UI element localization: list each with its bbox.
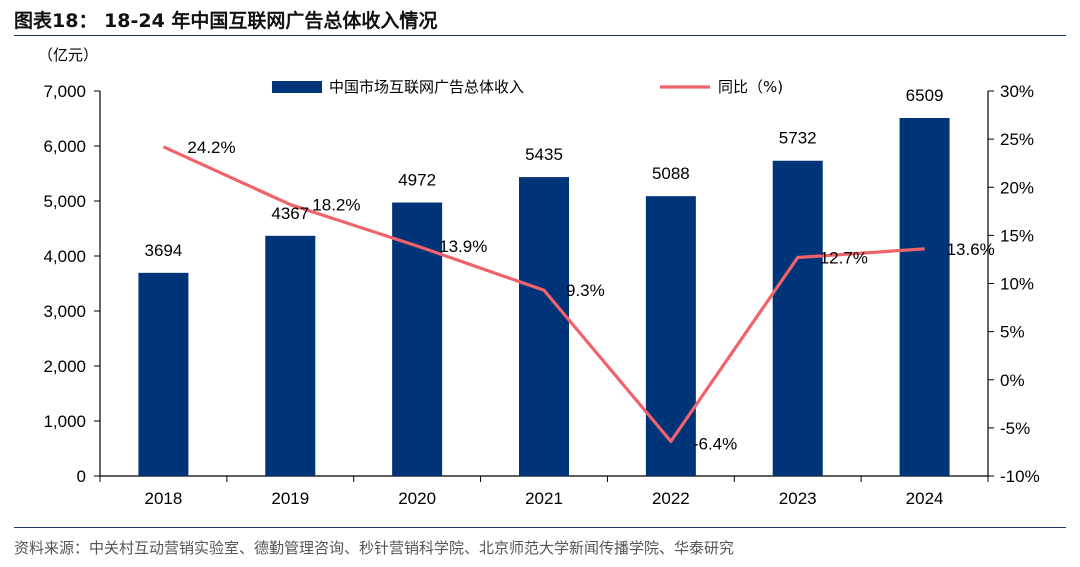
y-right-tick-label: -5% [1000, 419, 1030, 438]
figure-title: 图表18： 18-24 年中国互联网广告总体收入情况 [14, 10, 438, 32]
bar [265, 235, 316, 476]
bar [138, 272, 189, 476]
y-right-tick-label: -10% [1000, 467, 1040, 486]
y-left-tick-label: 6,000 [43, 137, 86, 156]
y-left-tick-label: 1,000 [43, 412, 86, 431]
legend-bar-label: 中国市场互联网广告总体收入 [329, 78, 524, 96]
y-right-tick-label: 30% [1000, 82, 1034, 101]
bar [772, 160, 823, 477]
bar [392, 202, 443, 477]
y-right-tick-label: 25% [1000, 130, 1034, 149]
x-tick-label: 2019 [271, 489, 309, 508]
legend-bar-swatch [272, 81, 322, 93]
x-tick-label: 2022 [652, 489, 690, 508]
line-value-label: 18.2% [312, 196, 360, 215]
y-left-unit: （亿元） [38, 46, 98, 64]
bar-value-label: 3694 [145, 241, 183, 260]
title-divider [14, 35, 1066, 36]
source-note: 资料来源：中关村互动营销实验室、德勤管理咨询、秒针营销科学院、北京师范大学新闻传… [14, 539, 735, 557]
y-right-tick-label: 5% [1000, 323, 1025, 342]
y-left-tick-label: 5,000 [43, 192, 86, 211]
x-tick-label: 2024 [906, 489, 944, 508]
line-value-label: -6.4% [693, 434, 737, 453]
line-series [162, 145, 925, 443]
bar-value-label: 5435 [525, 145, 563, 164]
bar-value-label: 4367 [271, 204, 309, 223]
bar-value-label: 5088 [652, 164, 690, 183]
bar-series [138, 118, 950, 477]
y-right-tick-label: 20% [1000, 178, 1034, 197]
data-labels: 3694 4367 4972 5435 5088 5732 6509 24.2% 18.2% 13… [145, 86, 995, 453]
y-left-tick-label: 7,000 [43, 82, 86, 101]
line-value-label: 24.2% [187, 138, 235, 157]
legend-line-label: 同比（%) [718, 78, 783, 96]
y-left-tick-label: 0 [77, 467, 86, 486]
bar-value-label: 6509 [906, 86, 944, 105]
chart-axes: 0 1,000 2,000 3,000 4,000 5,000 6,000 7,000 -10%… [38, 46, 1040, 508]
y-right-tick-label: 10% [1000, 275, 1034, 294]
line-value-label: 13.6% [947, 240, 995, 259]
bar [645, 196, 696, 476]
combo-chart: 0 1,000 2,000 3,000 4,000 5,000 6,000 7,000 -10%… [38, 46, 1040, 508]
line-value-label: 12.7% [820, 249, 868, 268]
x-tick-label: 2023 [779, 489, 817, 508]
footer-divider [14, 527, 1066, 528]
bar-value-label: 5732 [779, 129, 817, 148]
line-value-label: 13.9% [439, 237, 487, 256]
y-right-tick-label: 0% [1000, 371, 1025, 390]
line-value-label: 9.3% [566, 281, 605, 300]
y-right-tick-label: 15% [1000, 226, 1034, 245]
x-tick-label: 2018 [145, 489, 183, 508]
y-left-tick-label: 4,000 [43, 247, 86, 266]
x-tick-label: 2021 [525, 489, 563, 508]
bar-value-label: 4972 [398, 171, 436, 190]
bar [899, 118, 950, 476]
x-tick-label: 2020 [398, 489, 436, 508]
chart-legend: 中国市场互联网广告总体收入 同比（%) [272, 78, 783, 96]
y-left-tick-label: 3,000 [43, 302, 86, 321]
bar [519, 177, 569, 476]
y-left-tick-label: 2,000 [43, 357, 86, 376]
